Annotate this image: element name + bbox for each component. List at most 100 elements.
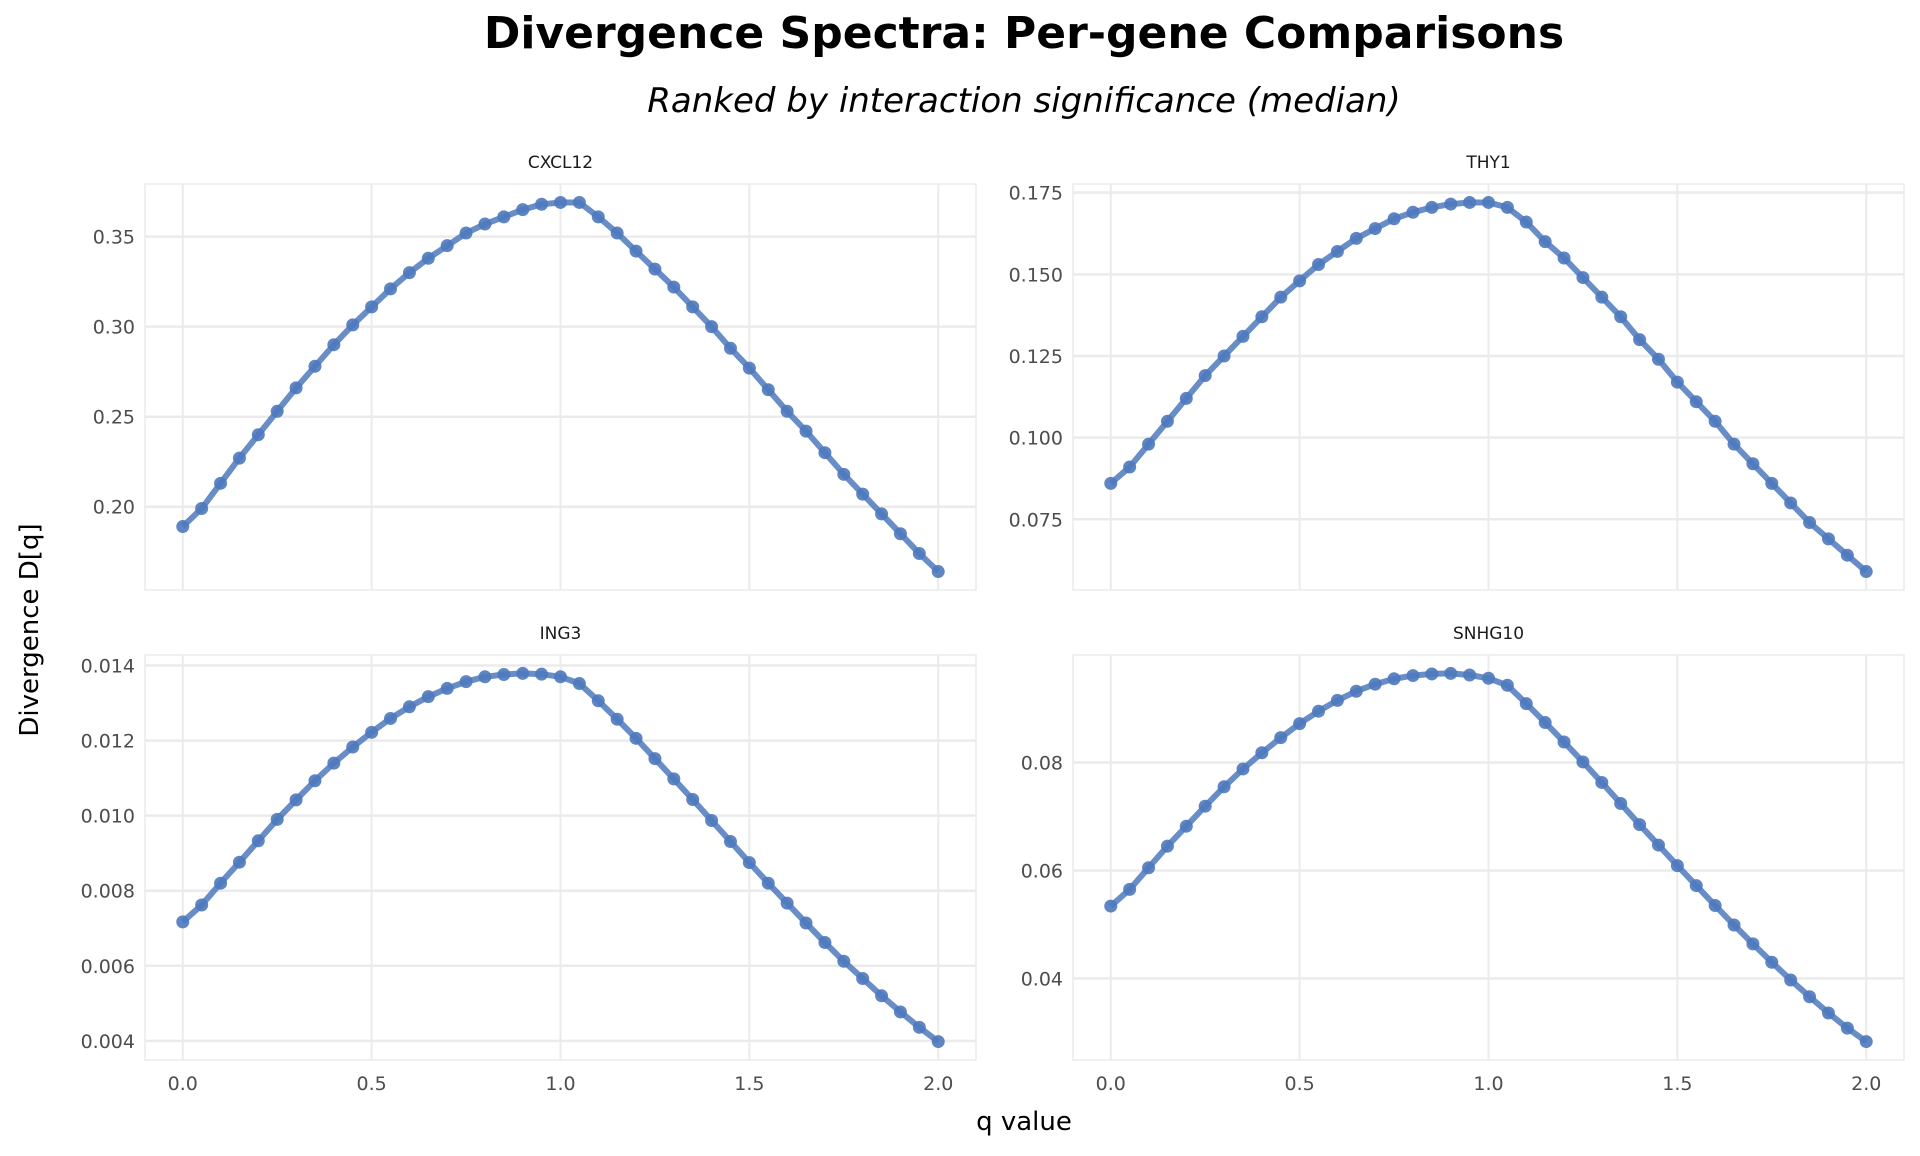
data-point [799, 424, 813, 438]
facet-label: ING3 [540, 624, 582, 644]
data-point [875, 989, 889, 1003]
x-tick-label: 2.0 [923, 1073, 953, 1095]
data-point [1765, 955, 1779, 969]
data-point [214, 876, 228, 890]
data-point [912, 1020, 926, 1034]
y-tick-label: 0.010 [81, 806, 135, 828]
facet-label: CXCL12 [528, 153, 593, 173]
data-point [742, 856, 756, 870]
data-point [176, 520, 190, 534]
data-point [459, 675, 473, 689]
data-point [384, 282, 398, 296]
panel-cxcl12: 0.20 0.25 0.30 0.35 CXCL12 [93, 153, 977, 591]
y-tick-label: 0.08 [1021, 752, 1063, 774]
data-point [1179, 819, 1193, 833]
data-point [912, 547, 926, 561]
data-point [572, 677, 586, 691]
data-point [1500, 678, 1514, 692]
data-point [1557, 251, 1571, 265]
data-point [1727, 437, 1741, 451]
data-point [195, 898, 209, 912]
data-point [1821, 1006, 1835, 1020]
data-point [308, 774, 322, 788]
data-point [1557, 735, 1571, 749]
data-point [1708, 414, 1722, 428]
data-point [1425, 200, 1439, 214]
data-point [1255, 746, 1269, 760]
data-point [232, 855, 246, 869]
data-point [1784, 496, 1798, 510]
data-point [875, 507, 889, 521]
data-point [270, 812, 284, 826]
data-point [346, 740, 360, 754]
data-point [270, 404, 284, 418]
data-point [440, 681, 454, 695]
data-point [1746, 457, 1760, 471]
y-axis-label: Divergence D[q] [15, 523, 45, 736]
panel-ing3: 0.0 0.5 1.0 1.5 2.0 0.004 0.006 0.008 0.010 0.012… [81, 624, 977, 1095]
data-point [1349, 684, 1363, 698]
data-point [799, 916, 813, 930]
data-point [478, 217, 492, 231]
data-point [1482, 195, 1495, 209]
data-point [1576, 755, 1590, 769]
data-point [1217, 780, 1231, 794]
data-point [723, 341, 737, 355]
data-point [1142, 861, 1156, 875]
data-point [742, 361, 756, 375]
data-point [1463, 195, 1477, 209]
data-point [516, 666, 530, 680]
y-tick-label: 0.125 [1009, 346, 1063, 368]
y-tick-label: 0.100 [1009, 428, 1063, 450]
data-point [1312, 258, 1326, 272]
data-point [1330, 244, 1344, 258]
x-tick-label: 1.5 [1662, 1073, 1692, 1095]
x-tick-label: 1.0 [1473, 1073, 1503, 1095]
data-point [1236, 329, 1250, 343]
data-point [686, 300, 700, 314]
data-point [365, 725, 379, 739]
data-point [1840, 1021, 1854, 1035]
data-point [1104, 476, 1118, 490]
data-point [893, 1005, 907, 1019]
data-point [780, 896, 794, 910]
x-tick-label: 0.0 [168, 1073, 198, 1095]
data-point [761, 383, 775, 397]
facet-label: SNHG10 [1453, 624, 1524, 644]
data-point [629, 244, 643, 258]
data-point [1803, 990, 1817, 1004]
x-tick-label: 1.5 [734, 1073, 764, 1095]
data-point [1274, 731, 1288, 745]
data-point [705, 814, 719, 828]
data-point [686, 793, 700, 807]
data-point [1670, 375, 1684, 389]
data-point [535, 667, 549, 681]
data-point [648, 752, 662, 766]
y-tick-label: 0.150 [1009, 264, 1063, 286]
data-point [1142, 437, 1156, 451]
y-tick-label: 0.35 [93, 227, 135, 249]
data-point [1160, 839, 1174, 853]
data-point [931, 1035, 945, 1049]
data-point [591, 210, 605, 224]
x-tick-label: 0.5 [1285, 1073, 1315, 1095]
data-point [1821, 532, 1835, 546]
data-point [554, 670, 567, 684]
data-point [440, 239, 454, 253]
data-point [1387, 672, 1401, 686]
data-point [478, 670, 492, 684]
data-point [1859, 1035, 1873, 1049]
y-tick-label: 0.20 [93, 497, 135, 519]
data-point [497, 668, 511, 682]
data-point [1198, 799, 1212, 813]
data-point [1708, 899, 1722, 913]
data-point [893, 527, 907, 541]
data-point [1633, 818, 1647, 832]
data-point [1651, 838, 1665, 852]
x-tick-label: 0.5 [357, 1073, 387, 1095]
chart-subtitle: Ranked by interaction significance (medi… [647, 81, 1400, 121]
data-point [251, 428, 265, 442]
data-point [1255, 310, 1269, 324]
data-point [1293, 274, 1307, 288]
